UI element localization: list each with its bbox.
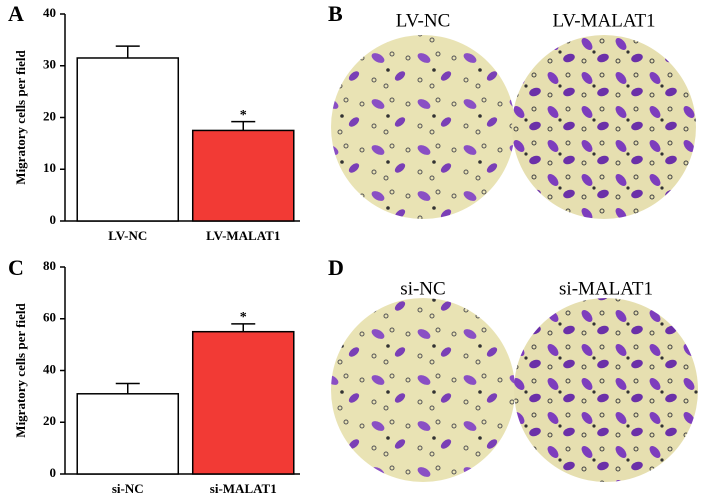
- image-caption: LV-MALAT1: [552, 10, 655, 31]
- y-tick-label: 30: [43, 57, 56, 72]
- panel-label: B: [328, 1, 343, 26]
- y-tick-label: 40: [43, 361, 56, 376]
- y-tick-label: 10: [43, 160, 56, 175]
- image-caption: si-MALAT1: [559, 278, 653, 299]
- error-bar: [115, 382, 140, 394]
- y-axis-label: Migratory cells per field: [13, 50, 28, 185]
- bar: [191, 330, 295, 475]
- x-tick-label: LV-MALAT1: [206, 228, 280, 243]
- y-tick-label: 20: [43, 108, 56, 123]
- significance: *: [240, 108, 247, 123]
- y-tick-label: 0: [50, 212, 57, 227]
- image-caption: LV-NC: [396, 10, 451, 31]
- y-tick-label: 0: [50, 465, 57, 480]
- micrograph: [331, 298, 515, 482]
- x-tick-label: si-NC: [112, 481, 144, 496]
- error-bar: [231, 120, 256, 131]
- panel-label: D: [328, 255, 344, 280]
- error-bar: [115, 45, 140, 58]
- y-tick-label: 80: [43, 258, 56, 273]
- image-caption: si-NC: [400, 278, 445, 299]
- y-tick-label: 20: [43, 413, 56, 428]
- y-tick-label: 60: [43, 310, 56, 325]
- error-bar: [231, 323, 256, 332]
- micrograph: [514, 298, 698, 482]
- bar: [76, 57, 180, 222]
- significance: *: [240, 310, 247, 325]
- x-tick-label: LV-NC: [108, 228, 147, 243]
- x-tick-label: si-MALAT1: [210, 481, 277, 496]
- micrograph: [512, 35, 696, 219]
- bar: [191, 129, 295, 222]
- micrograph: [331, 35, 515, 219]
- panel-label: A: [8, 1, 24, 26]
- panel-label: C: [8, 255, 24, 280]
- y-axis-label: Migratory cells per field: [13, 303, 28, 438]
- y-tick-label: 40: [43, 5, 56, 20]
- bar: [76, 393, 180, 475]
